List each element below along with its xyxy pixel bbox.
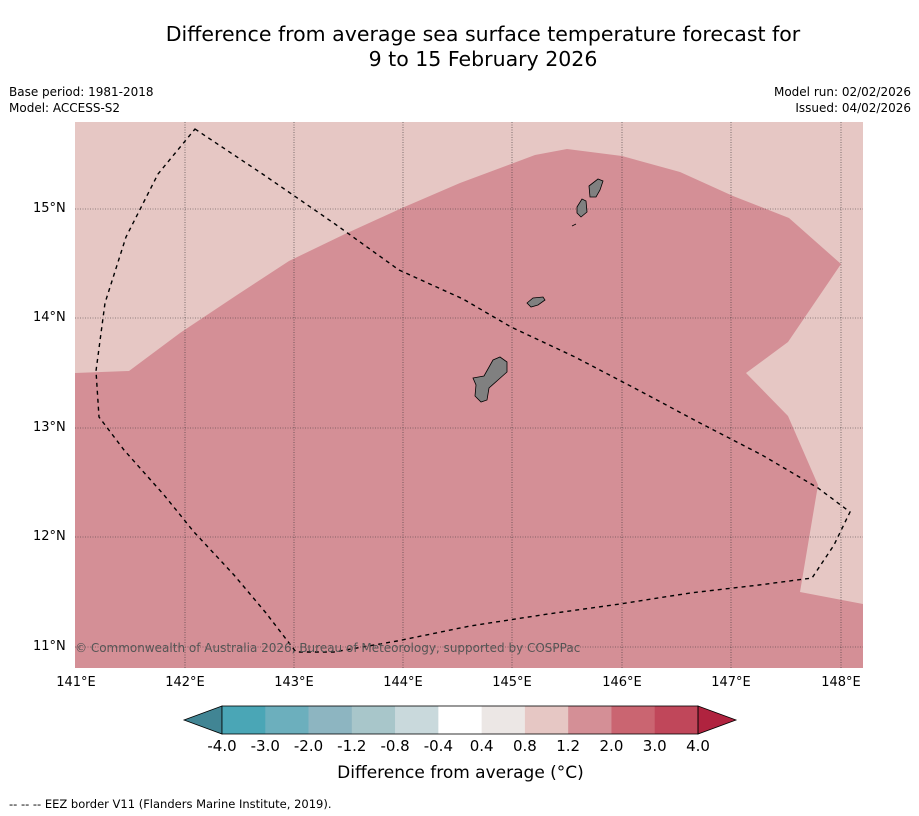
colorbar-tick-label: 2.0 [599,737,624,755]
meta-right: Model run: 02/02/2026 Issued: 04/02/2026 [774,84,911,116]
lon-tick-147: 147°E [711,675,751,690]
model-name: Model: ACCESS-S2 [9,101,121,115]
colorbar-tick-label: 4.0 [686,737,710,755]
colorbar-tick-label: 3.0 [642,737,667,755]
colorbar-swatch [308,706,353,734]
colorbar-extend-low [182,705,223,735]
colorbar-tick-label: -1.2 [337,737,367,755]
island-tinian [576,198,588,218]
colorbar-tick-label: -3.0 [250,737,280,755]
colorbar-swatch [351,706,396,734]
model-run: Model run: 02/02/2026 [773,85,911,99]
island-saipan [588,178,604,198]
sst-band-medium [75,149,863,668]
lat-tick-15: 15°N [33,201,66,216]
colorbar-tick-label: 0.8 [512,737,537,755]
title-line-2: 9 to 15 February 2026 [368,47,598,71]
colorbar-tick-label: -4.0 [207,737,237,755]
colorbar-tick-label: -0.8 [380,737,410,755]
base-period: Base period: 1981-2018 [9,85,154,99]
eez-legend: -- -- -- EEZ border V11 (Flanders Marine… [9,797,332,811]
colorbar-swatch [395,706,439,734]
colorbar-swatch [524,706,569,734]
eez-border [95,128,851,653]
lon-tick-143: 143°E [274,675,314,690]
colorbar-swatch [222,706,266,734]
lon-tick-145: 145°E [492,675,532,690]
map-title: Difference from average sea surface temp… [0,22,919,72]
title-line-1: Difference from average sea surface temp… [165,22,801,46]
colorbar-tick-label: -0.4 [423,737,453,755]
lat-tick-12: 12°N [33,529,66,544]
colorbar-extend-high [697,705,738,735]
copyright-text: © Commonwealth of Australia 2026, Bureau… [75,641,581,655]
lat-tick-11: 11°N [33,639,66,654]
lat-tick-13: 13°N [33,420,66,435]
colorbar-swatch [611,706,656,734]
lon-tick-142: 142°E [165,675,205,690]
colorbar-swatch [654,706,699,734]
colorbar-swatch [438,706,482,734]
lon-tick-146: 146°E [602,675,642,690]
colorbar-swatch [568,706,612,734]
colorbar-frame [221,705,699,735]
meta-left: Base period: 1981-2018 Model: ACCESS-S2 [9,84,154,116]
colorbar-tick-label: -2.0 [293,737,324,755]
colorbar-title: Difference from average (°C) [337,763,584,783]
islands [472,178,604,403]
island-guam [472,356,508,403]
lat-tick-14: 14°N [33,310,66,325]
lon-tick-141: 141°E [56,675,96,690]
issued-date: Issued: 04/02/2026 [795,101,911,115]
graticule [75,122,863,668]
colorbar-tick-label: 0.4 [469,737,494,755]
colorbar-swatch [265,706,309,734]
colorbar-swatch [481,706,526,734]
lon-tick-148: 148°E [821,675,861,690]
island-aguijan [571,223,577,227]
colorbar [182,705,738,735]
island-rota [526,296,546,308]
colorbar-tick-label: 1.2 [556,737,581,755]
lon-tick-144: 144°E [383,675,423,690]
